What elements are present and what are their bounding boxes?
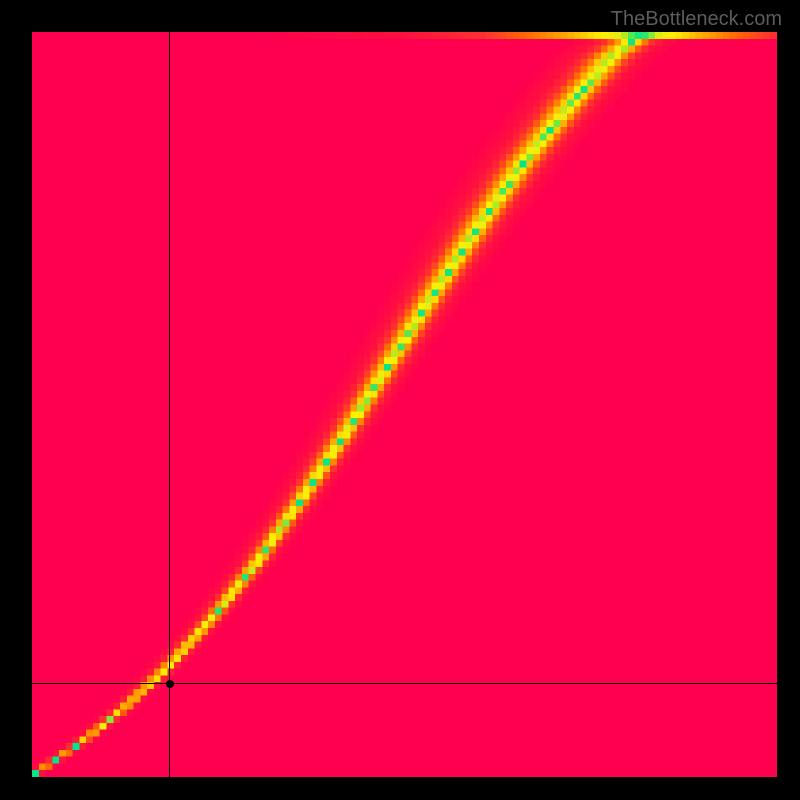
crosshair-horizontal	[32, 683, 777, 684]
chart-container: { "watermark": { "text": "TheBottleneck.…	[0, 0, 800, 800]
crosshair-marker	[166, 680, 174, 688]
bottleneck-heatmap	[32, 32, 777, 777]
crosshair-vertical	[169, 32, 170, 777]
watermark-text: TheBottleneck.com	[611, 8, 782, 31]
